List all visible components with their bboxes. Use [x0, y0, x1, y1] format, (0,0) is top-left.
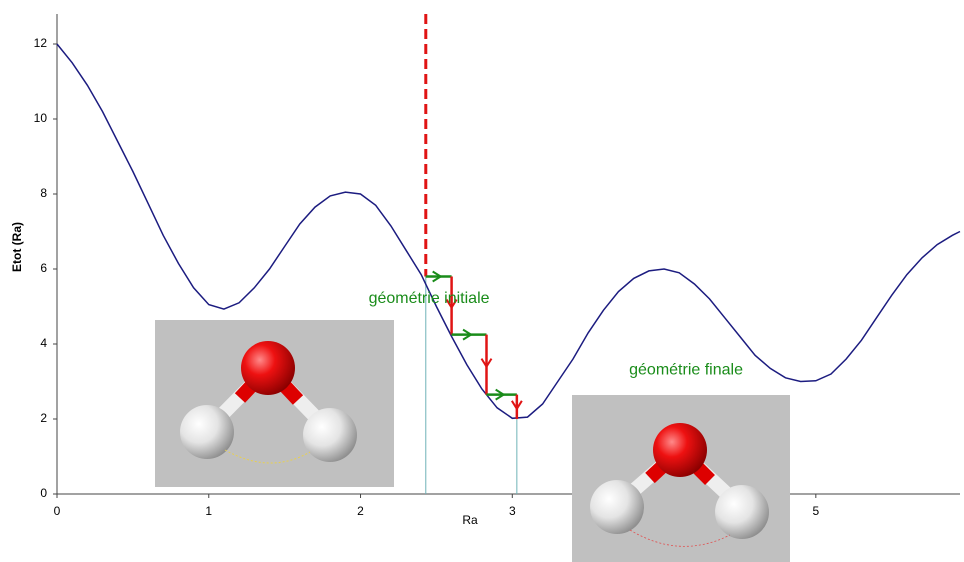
y-axis-label: Etot (Ra)	[10, 222, 24, 272]
step-arrow	[480, 358, 493, 369]
x-tick-label: 0	[54, 504, 61, 518]
curve	[56, 43, 961, 420]
x-tick-label: 1	[205, 504, 212, 518]
step-arrow	[495, 388, 506, 401]
step-arrow	[462, 328, 473, 341]
y-tick-label: 12	[34, 36, 48, 50]
molecule-initial	[155, 320, 394, 487]
x-tick-label: 5	[812, 504, 819, 518]
overlay: géométrie initiale géométrie finale	[369, 270, 743, 419]
step-arrow	[432, 270, 443, 283]
y-tick-label: 10	[34, 111, 48, 125]
x-tick-label: 3	[509, 504, 516, 518]
y-tick-label: 4	[40, 336, 47, 350]
plot-area: 024681012012345	[34, 14, 961, 518]
step-arrow	[445, 299, 458, 310]
y-tick-label: 8	[40, 186, 47, 200]
annotation: géométrie initiale	[369, 290, 490, 307]
x-axis-label: Ra	[462, 513, 478, 527]
molecule-final	[572, 395, 790, 562]
y-tick-label: 6	[40, 261, 47, 275]
y-tick-label: 0	[40, 486, 47, 500]
x-tick-label: 2	[357, 504, 364, 518]
annotation: géométrie finale	[629, 361, 743, 378]
step-arrow	[510, 400, 523, 411]
y-tick-label: 2	[40, 411, 47, 425]
